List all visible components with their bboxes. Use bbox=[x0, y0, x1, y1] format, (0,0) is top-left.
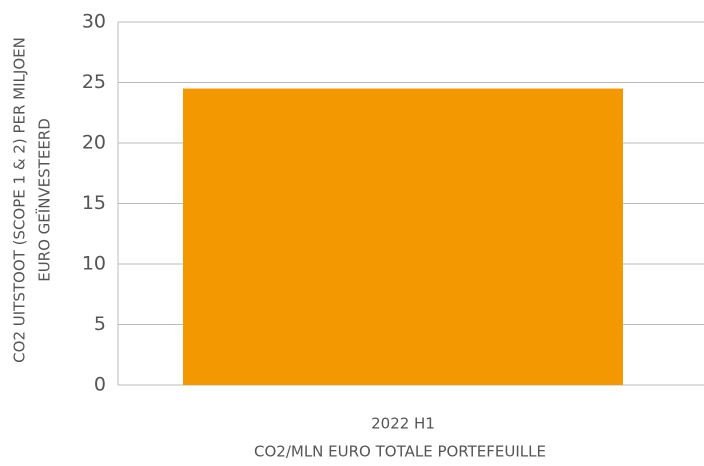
y-tick-label: 25 bbox=[82, 71, 106, 93]
x-tick-label: 2022 H1 bbox=[371, 415, 435, 433]
y-axis-label: EURO GEÏNVESTEERD bbox=[35, 118, 54, 282]
y-tick-label: 0 bbox=[94, 374, 106, 396]
y-tick-label: 15 bbox=[82, 192, 106, 214]
y-tick-label: 5 bbox=[94, 313, 106, 335]
y-axis-label: CO2 UITSTOOT (SCOPE 1 & 2) PER MILJOEN bbox=[11, 37, 29, 363]
y-tick-label: 30 bbox=[82, 11, 106, 33]
y-tick-label: 10 bbox=[82, 253, 106, 275]
x-axis-label: CO2/MLN EURO TOTALE PORTEFEUILLE bbox=[254, 443, 546, 461]
bar bbox=[183, 88, 623, 386]
y-tick-label: 20 bbox=[82, 132, 106, 154]
